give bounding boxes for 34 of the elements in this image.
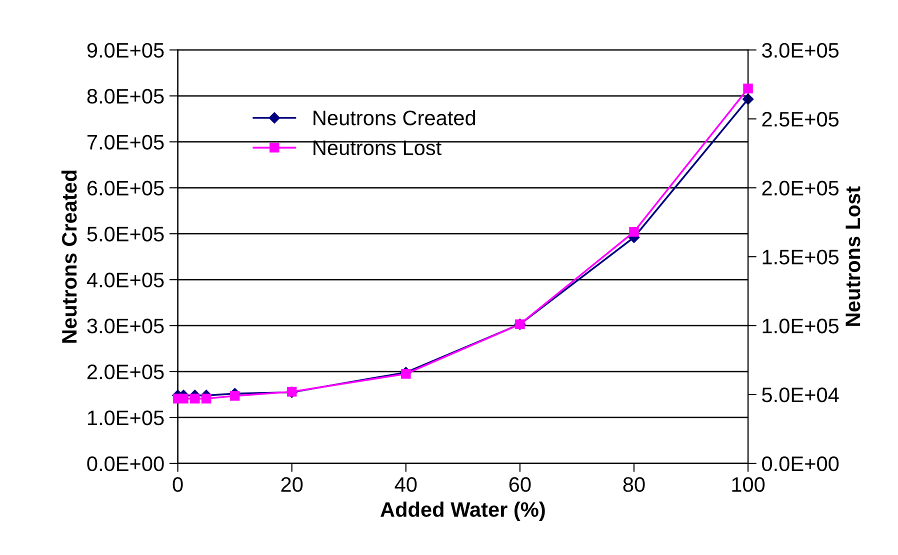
y2-tick-label: 1.5E+05	[762, 250, 839, 264]
y-tick-label: 2.0E+05	[87, 364, 164, 380]
point	[230, 391, 240, 401]
y-tick-label: 4.0E+05	[86, 272, 164, 288]
x-tick-label: 20	[281, 477, 303, 492]
y2-tick-label: 2.5E+05	[762, 112, 839, 127]
x-tick-label: 40	[394, 477, 417, 492]
y-tick-label: 8.0E+05	[87, 88, 164, 104]
point	[178, 394, 188, 404]
x-tick-label: 0	[172, 477, 183, 492]
y-tick-label: 9.0E+05	[87, 42, 164, 58]
y2-axis-title: Neutrons Lost	[846, 186, 860, 326]
y2-tick-label: 3.0E+05	[762, 42, 839, 58]
y2-tick-label: 1.0E+05	[762, 318, 839, 334]
y-tick-label: 5.0E+05	[87, 226, 164, 242]
y2-tick-label: 5.0E+04	[762, 388, 839, 402]
point	[190, 394, 200, 404]
point	[629, 227, 639, 237]
y2-tick-label: 2.0E+05	[762, 180, 839, 196]
x-tick-label: 100	[732, 477, 765, 492]
legend-label: Neutrons Lost	[314, 140, 442, 156]
x-tick-label: 80	[623, 477, 645, 492]
point	[201, 394, 212, 404]
y-axis-title: Neutrons Created	[61, 170, 77, 343]
legend-label: Neutrons Created	[314, 110, 476, 126]
x-tick-label: 60	[509, 477, 531, 492]
x-axis-title: Added Water (%)	[380, 502, 545, 522]
point	[743, 84, 753, 94]
y-tick-label: 6.0E+05	[87, 180, 164, 196]
y-tick-label: 3.0E+05	[87, 318, 164, 334]
y2-tick-label: 0.0E+00	[762, 456, 839, 472]
y-tick-label: 7.0E+05	[87, 134, 164, 150]
y-tick-label: 0.0E+00	[87, 456, 164, 472]
y-tick-label: 1.0E+05	[88, 410, 164, 426]
